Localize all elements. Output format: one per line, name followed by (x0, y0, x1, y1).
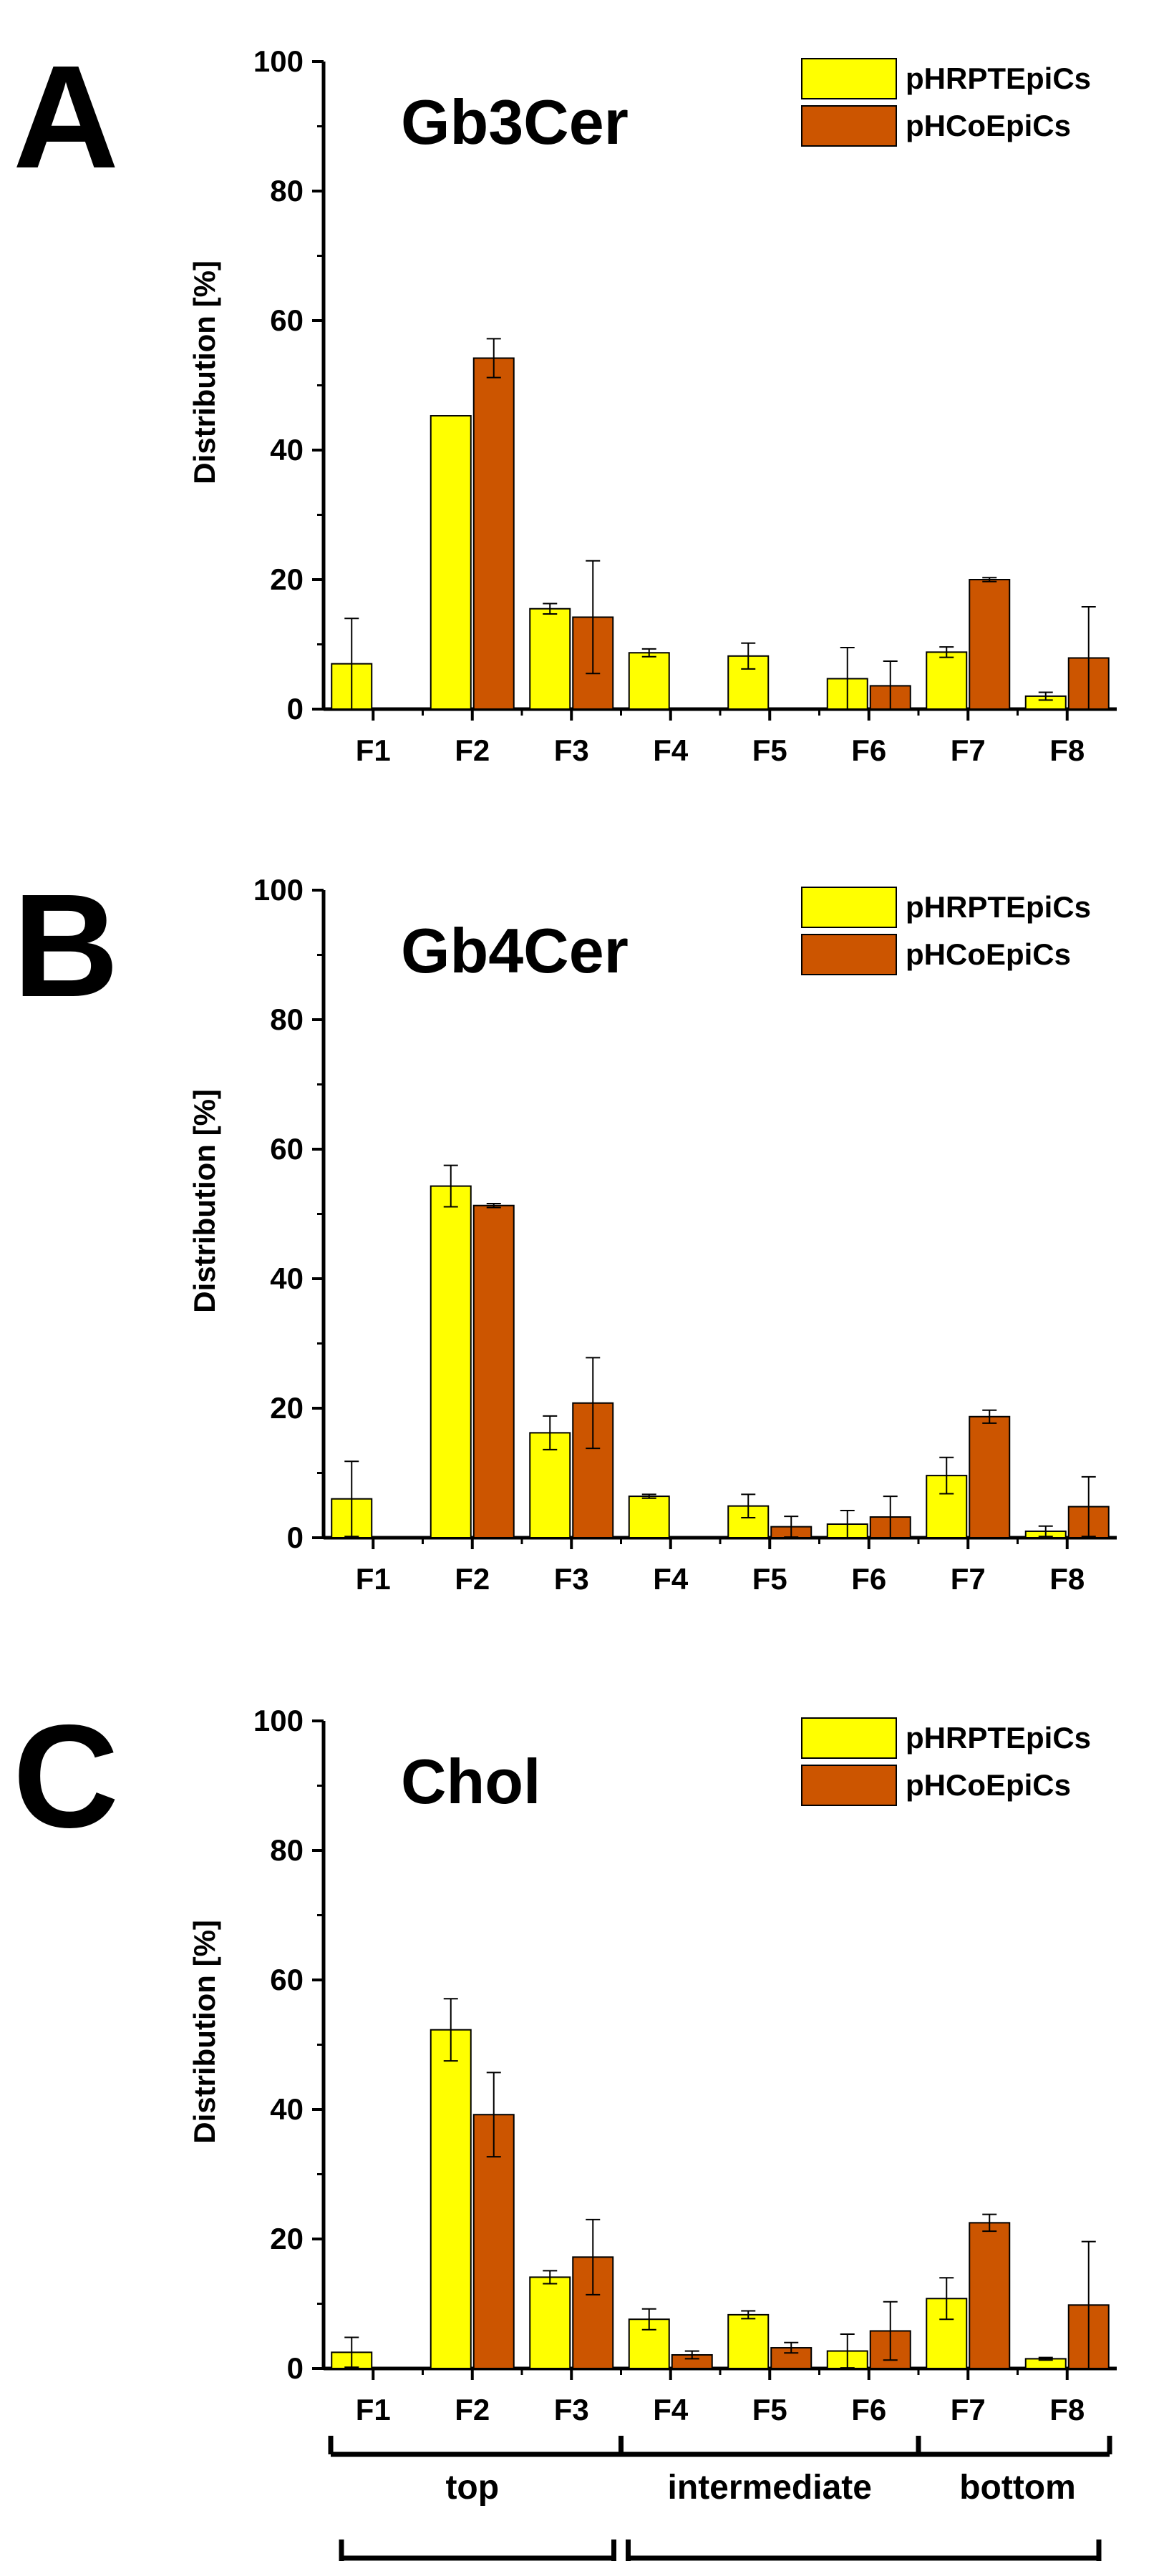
bar-phrptepics-f4 (628, 1496, 670, 1539)
bar-phrptepics-f2 (430, 415, 472, 710)
group-label-level1: intermediate (668, 2469, 872, 2507)
bar-phrptepics-f3 (529, 2276, 571, 2370)
legend-label: pHRPTEpiCs (906, 890, 1091, 924)
x-tick-label: F6 (851, 1562, 886, 1596)
x-tick-label: F2 (455, 2393, 490, 2426)
legend-swatch-phrptepics (801, 887, 897, 928)
legend-label: pHRPTEpiCs (906, 1721, 1091, 1755)
x-tick-label: F1 (356, 733, 391, 767)
legend-label: pHRPTEpiCs (906, 62, 1091, 95)
bar-phcoepics-f2 (472, 357, 515, 710)
y-tick-label: 40 (270, 2092, 304, 2126)
x-tick-label: F8 (1049, 2393, 1085, 2426)
x-tick-label: F3 (554, 2393, 589, 2426)
bar-phcoepics-f7 (969, 1415, 1011, 1539)
x-tick-label: F6 (851, 2393, 886, 2426)
bar-phrptepics-f3 (529, 608, 571, 710)
y-tick-label: 80 (270, 1002, 304, 1036)
x-tick-label: F3 (554, 733, 589, 767)
bar-phrptepics-f4 (628, 652, 670, 711)
y-tick-label: 60 (270, 303, 304, 337)
y-tick-label: 100 (253, 44, 304, 78)
y-axis-title: Distribution [%] (188, 1920, 221, 2144)
panel-letter: A (13, 35, 119, 199)
bar-phrptepics-f5 (727, 2313, 770, 2370)
bar-phrptepics-f2 (430, 2029, 472, 2370)
x-tick-label: F7 (951, 1562, 986, 1596)
x-tick-label: F8 (1049, 733, 1085, 767)
y-tick-label: 80 (270, 1833, 304, 1867)
bar-phcoepics-f7 (969, 2222, 1011, 2369)
x-tick-label: F4 (653, 2393, 689, 2426)
x-tick-label: F5 (752, 2393, 787, 2426)
y-tick-label: 0 (287, 692, 304, 726)
chart-title: Gb4Cer (401, 915, 629, 986)
y-axis-title: Distribution [%] (188, 1089, 221, 1313)
x-tick-label: F2 (455, 1562, 490, 1596)
legend-swatch-phcoepics (801, 105, 897, 147)
x-tick-label: F1 (356, 1562, 391, 1596)
x-tick-label: F5 (752, 1562, 787, 1596)
x-tick-label: F3 (554, 1562, 589, 1596)
bar-phcoepics-f2 (472, 1204, 515, 1538)
panel-letter: C (13, 1694, 119, 1858)
bar-phcoepics-f7 (969, 579, 1011, 710)
x-tick-label: F1 (356, 2393, 391, 2426)
group-label-level1: bottom (959, 2469, 1076, 2507)
y-tick-label: 100 (253, 873, 304, 907)
y-tick-label: 40 (270, 433, 304, 467)
legend-swatch-phrptepics (801, 1717, 897, 1759)
x-tick-label: F7 (951, 733, 986, 767)
x-tick-label: F5 (752, 733, 787, 767)
panel-a: A Gb3Cer Distribution [%] 0 20 40 60 80 100 F1 F2 F… (13, 35, 1117, 767)
chart-title: Chol (401, 1746, 541, 1817)
panel-letter: B (13, 864, 119, 1028)
x-tick-label: F8 (1049, 1562, 1085, 1596)
x-tick-label: F4 (653, 733, 689, 767)
y-tick-label: 20 (270, 1391, 304, 1425)
y-tick-label: 0 (287, 1521, 304, 1554)
x-tick-label: F4 (653, 1562, 689, 1596)
legend-label: pHCoEpiCs (906, 937, 1071, 971)
y-tick-label: 80 (270, 174, 304, 208)
y-tick-label: 60 (270, 1132, 304, 1166)
panel-b: B Gb4Cer Distribution [%] 0 20 40 60 80 100 F1 F2 F… (13, 864, 1117, 1596)
legend-label: pHCoEpiCs (906, 109, 1071, 142)
x-tick-label: F7 (951, 2393, 986, 2426)
group-label-level1: top (445, 2469, 499, 2507)
legend-swatch-phrptepics (801, 58, 897, 99)
y-tick-label: 0 (287, 2351, 304, 2385)
legend-swatch-phcoepics (801, 934, 897, 975)
legend-swatch-phcoepics (801, 1765, 897, 1806)
y-tick-label: 100 (253, 1704, 304, 1737)
y-tick-label: 20 (270, 562, 304, 596)
bar-phrptepics-f2 (430, 1185, 472, 1538)
x-tick-label: F6 (851, 733, 886, 767)
legend-label: pHCoEpiCs (906, 1768, 1071, 1802)
y-tick-label: 20 (270, 2222, 304, 2255)
y-axis-title: Distribution [%] (188, 260, 221, 484)
panel-c: C Chol Distribution [%] 0 20 40 60 80 100 F1 F2 F3 F… (13, 1694, 1117, 2561)
y-tick-label: 40 (270, 1262, 304, 1295)
y-tick-label: 60 (270, 1963, 304, 1996)
chart-title: Gb3Cer (401, 87, 629, 157)
x-tick-label: F2 (455, 733, 490, 767)
bar-phrptepics-f7 (926, 651, 968, 710)
